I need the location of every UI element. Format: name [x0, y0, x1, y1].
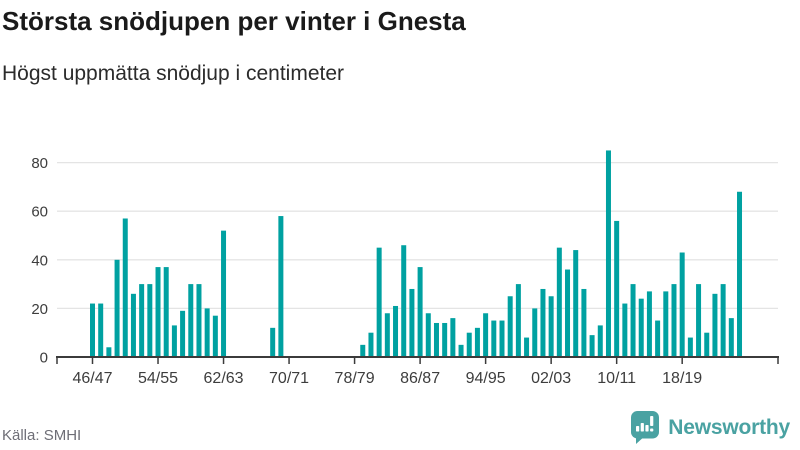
bar-85/86	[409, 288, 415, 357]
bar-03/04	[556, 247, 562, 357]
bar-81/82	[376, 247, 382, 357]
bar-47/48	[98, 303, 104, 357]
x-tick-label-78/79: 78/79	[335, 370, 375, 387]
bar-13/14	[638, 298, 644, 357]
bar-06/07	[581, 288, 587, 357]
bar-51/52	[130, 293, 136, 357]
bar-82/83	[384, 313, 390, 357]
bar-54/55	[155, 267, 161, 357]
bar-98/99	[515, 284, 521, 357]
x-tick-label-70/71: 70/71	[269, 370, 309, 387]
bar-02/03	[548, 296, 554, 357]
bar-79/80	[360, 344, 366, 357]
bar-57/58	[180, 310, 186, 357]
bar-84/85	[401, 245, 407, 357]
bar-48/49	[106, 347, 112, 357]
y-tick-label-0: 0	[40, 350, 48, 367]
chart-title: Största snödjupen per vinter i Gnesta	[2, 6, 466, 36]
bar-07/08	[589, 335, 595, 357]
x-tick-label-94/95: 94/95	[466, 370, 506, 387]
bar-53/54	[147, 284, 153, 357]
bar-14/15	[646, 291, 652, 357]
bar-83/84	[393, 305, 399, 357]
bar-80/81	[368, 332, 374, 357]
bar-04/05	[565, 269, 571, 357]
bar-58/59	[188, 284, 194, 357]
bar-23/24	[720, 284, 726, 357]
bar-97/98	[507, 296, 513, 357]
bar-60/61	[204, 308, 210, 357]
bar-88/89	[433, 322, 439, 357]
bar-24/25	[728, 318, 734, 357]
bar-86/87	[417, 267, 423, 357]
bar-21/22	[704, 332, 710, 357]
bar-95/96	[491, 320, 497, 357]
bar-19/20	[687, 337, 693, 357]
bar-09/10	[605, 150, 611, 357]
bar-93/94	[474, 327, 480, 357]
bar-55/56	[163, 267, 169, 357]
bar-05/06	[573, 250, 579, 357]
x-tick-label-10/11: 10/11	[597, 370, 636, 387]
x-tick-label-62/63: 62/63	[204, 370, 244, 387]
bar-15/16	[655, 320, 661, 357]
newsworthy-logo: Newsworthy	[631, 411, 790, 445]
newsworthy-icon	[631, 411, 660, 444]
x-tick-label-54/55: 54/55	[138, 370, 178, 387]
bar-12/13	[630, 284, 636, 357]
bar-99/00	[524, 337, 530, 357]
x-tick-label-18/19: 18/19	[662, 370, 702, 387]
bar-00/01	[532, 308, 538, 357]
y-tick-label-20: 20	[31, 301, 48, 318]
y-tick-label-80: 80	[31, 155, 48, 172]
bar-49/50	[114, 259, 120, 357]
bar-22/23	[712, 293, 718, 357]
bar-17/18	[671, 284, 677, 357]
bar-69/70	[278, 216, 284, 357]
bar-92/93	[466, 332, 472, 357]
x-tick-label-46/47: 46/47	[72, 370, 112, 387]
bar-50/51	[122, 218, 128, 357]
bar-16/17	[663, 291, 669, 357]
bar-68/69	[270, 327, 276, 357]
bar-25/26	[737, 191, 743, 357]
y-tick-label-40: 40	[31, 252, 48, 269]
bar-94/95	[483, 313, 489, 357]
x-tick-label-86/87: 86/87	[400, 370, 440, 387]
bar-18/19	[679, 252, 685, 357]
x-tick-label-02/03: 02/03	[531, 370, 571, 387]
bar-08/09	[597, 325, 603, 357]
bar-56/57	[171, 325, 177, 357]
bar-87/88	[425, 313, 431, 357]
bar-59/60	[196, 284, 202, 357]
bar-91/92	[458, 344, 464, 357]
bar-90/91	[450, 318, 456, 357]
bar-10/11	[614, 220, 620, 357]
bar-52/53	[139, 284, 145, 357]
y-tick-label-60: 60	[31, 204, 48, 221]
bar-61/62	[212, 315, 218, 357]
bar-20/21	[696, 284, 702, 357]
brand-name: Newsworthy	[668, 416, 790, 439]
bar-11/12	[622, 303, 628, 357]
bar-01/02	[540, 288, 546, 357]
bar-46/47	[90, 303, 95, 357]
chart-subtitle: Högst uppmätta snödjup i centimeter	[2, 62, 345, 85]
bar-62/63	[221, 230, 227, 357]
snow-depth-bar-chart: 46/47 54/55 62/63 70/71 78/79 86/87 94/95 02/03…	[31, 150, 779, 387]
bar-89/90	[442, 322, 448, 357]
bar-96/97	[499, 320, 505, 357]
source-label: Källa: SMHI	[2, 427, 82, 444]
